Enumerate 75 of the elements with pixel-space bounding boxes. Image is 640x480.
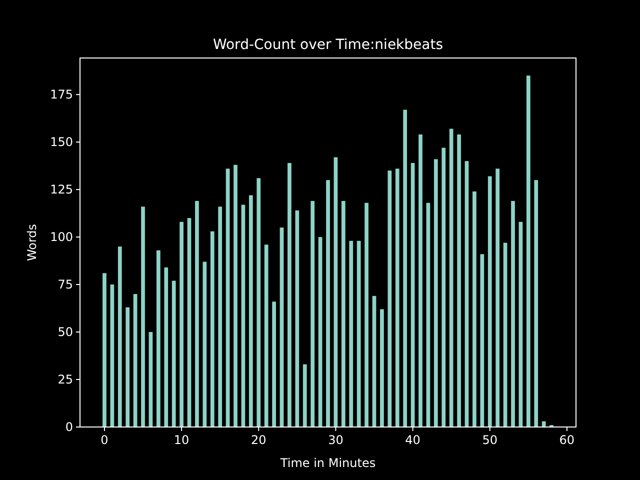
y-tick-label: 50	[58, 325, 73, 340]
bar	[364, 202, 368, 427]
bar	[418, 134, 422, 427]
x-tick-label: 50	[482, 433, 498, 447]
bar	[310, 200, 315, 427]
y-tick-label: 75	[58, 278, 73, 292]
bar	[442, 148, 446, 427]
bar	[148, 332, 153, 427]
bar	[449, 128, 454, 427]
bar	[126, 307, 130, 427]
bar	[118, 246, 122, 427]
bar	[226, 168, 230, 427]
bar	[264, 244, 268, 427]
bar	[326, 180, 330, 427]
y-tick-label: 100	[50, 230, 73, 244]
bar	[248, 195, 253, 427]
bar	[164, 267, 168, 427]
bar	[210, 231, 214, 427]
bar	[302, 364, 307, 427]
bar	[202, 262, 207, 427]
y-tick-label: 175	[50, 88, 73, 102]
bar	[172, 280, 176, 427]
bar	[356, 240, 361, 427]
bar	[511, 200, 515, 427]
bar	[518, 222, 523, 427]
bar	[503, 242, 508, 427]
bar	[102, 273, 106, 427]
bar	[195, 200, 199, 427]
bar	[472, 191, 476, 427]
bar	[349, 240, 354, 427]
x-tick-label: 10	[174, 433, 190, 447]
bar	[526, 76, 530, 427]
x-tick-label: 60	[559, 433, 575, 447]
bar	[534, 180, 538, 427]
bar	[318, 237, 322, 427]
bar	[388, 170, 392, 427]
bar	[133, 294, 138, 427]
bar	[187, 218, 192, 427]
bar	[218, 206, 222, 427]
bar	[380, 309, 384, 427]
bar	[434, 159, 438, 427]
x-tick-label: 30	[328, 433, 344, 447]
bar	[480, 254, 484, 427]
bar	[426, 202, 430, 427]
y-axis-title: Words	[25, 224, 39, 262]
y-tick-label: 25	[58, 372, 73, 387]
bar	[141, 206, 145, 427]
x-tick-label: 40	[405, 433, 420, 447]
chart-title: Word-Count over Time:niekbeats	[212, 37, 444, 53]
bar	[110, 284, 114, 427]
bar	[457, 134, 461, 427]
bar	[241, 204, 246, 427]
bar	[496, 168, 500, 427]
bar	[372, 296, 376, 427]
y-tick-label: 0	[65, 420, 73, 434]
bar	[295, 210, 300, 427]
bar	[403, 110, 408, 427]
x-tick-label: 20	[250, 433, 266, 447]
bar	[334, 157, 338, 427]
bar	[395, 168, 400, 427]
bar	[272, 302, 276, 427]
bar	[464, 161, 469, 427]
bar	[410, 162, 415, 427]
bar	[288, 162, 292, 427]
y-tick-label: 150	[50, 135, 73, 150]
bar	[341, 200, 346, 427]
bar	[234, 164, 238, 427]
x-axis-title: Time in Minutes	[279, 456, 376, 470]
bar	[156, 250, 160, 427]
bar	[280, 228, 284, 427]
y-tick-label: 125	[50, 182, 73, 197]
bar	[256, 178, 261, 427]
x-tick-label: 0	[100, 433, 108, 447]
bar	[180, 222, 184, 427]
bar	[488, 176, 492, 427]
